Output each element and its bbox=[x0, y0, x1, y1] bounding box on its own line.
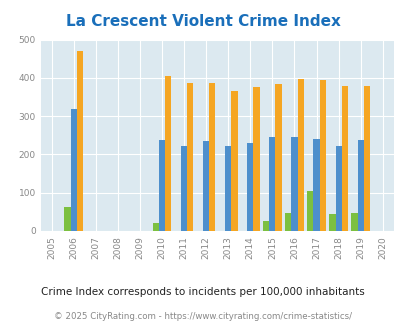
Bar bbox=[247, 143, 253, 231]
Bar bbox=[64, 207, 70, 231]
Bar bbox=[328, 214, 335, 231]
Bar bbox=[70, 109, 77, 231]
Bar bbox=[231, 90, 237, 231]
Bar bbox=[262, 221, 269, 231]
Bar bbox=[181, 146, 187, 231]
Bar bbox=[158, 140, 165, 231]
Text: Crime Index corresponds to incidents per 100,000 inhabitants: Crime Index corresponds to incidents per… bbox=[41, 287, 364, 297]
Text: La Crescent Violent Crime Index: La Crescent Violent Crime Index bbox=[65, 14, 340, 29]
Bar bbox=[269, 137, 275, 231]
Bar bbox=[319, 80, 325, 231]
Bar bbox=[77, 51, 83, 231]
Bar bbox=[253, 87, 259, 231]
Bar bbox=[284, 213, 291, 231]
Bar bbox=[225, 146, 231, 231]
Bar bbox=[363, 86, 369, 231]
Bar bbox=[275, 84, 281, 231]
Bar bbox=[341, 85, 347, 231]
Bar bbox=[209, 83, 215, 231]
Bar bbox=[202, 141, 209, 231]
Text: © 2025 CityRating.com - https://www.cityrating.com/crime-statistics/: © 2025 CityRating.com - https://www.city… bbox=[54, 312, 351, 321]
Bar bbox=[297, 79, 303, 231]
Bar bbox=[291, 137, 297, 231]
Bar bbox=[187, 83, 193, 231]
Bar bbox=[357, 140, 363, 231]
Bar bbox=[165, 76, 171, 231]
Bar bbox=[307, 191, 313, 231]
Bar bbox=[335, 146, 341, 231]
Bar bbox=[313, 139, 319, 231]
Bar bbox=[152, 222, 158, 231]
Bar bbox=[351, 214, 357, 231]
